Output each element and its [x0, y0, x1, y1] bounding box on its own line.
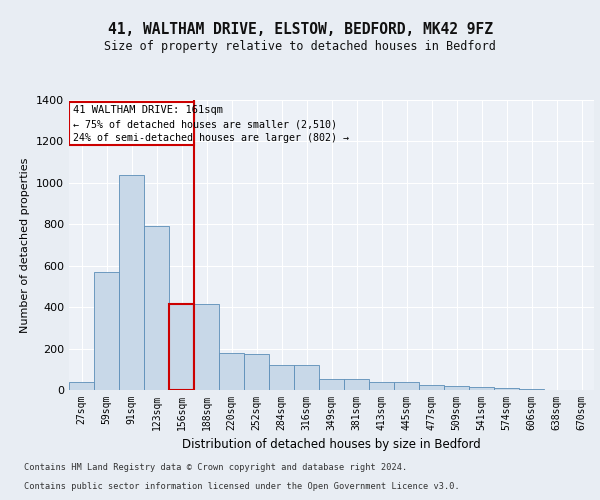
Bar: [444, 386, 469, 390]
Text: 41 WALTHAM DRIVE: 161sqm: 41 WALTHAM DRIVE: 161sqm: [73, 105, 223, 115]
X-axis label: Distribution of detached houses by size in Bedford: Distribution of detached houses by size …: [182, 438, 481, 452]
Bar: [69, 102, 194, 144]
Bar: [244, 354, 269, 390]
Bar: [419, 385, 444, 390]
Bar: [119, 174, 144, 390]
Bar: [144, 226, 169, 390]
Bar: [369, 382, 394, 390]
Bar: [194, 304, 219, 390]
Y-axis label: Number of detached properties: Number of detached properties: [20, 158, 31, 332]
Text: Size of property relative to detached houses in Bedford: Size of property relative to detached ho…: [104, 40, 496, 53]
Bar: [94, 272, 119, 390]
Bar: [169, 304, 194, 390]
Text: 41, WALTHAM DRIVE, ELSTOW, BEDFORD, MK42 9FZ: 41, WALTHAM DRIVE, ELSTOW, BEDFORD, MK42…: [107, 22, 493, 38]
Bar: [394, 382, 419, 390]
Bar: [294, 365, 319, 390]
Bar: [269, 365, 294, 390]
Text: Contains HM Land Registry data © Crown copyright and database right 2024.: Contains HM Land Registry data © Crown c…: [24, 464, 407, 472]
Text: 24% of semi-detached houses are larger (802) →: 24% of semi-detached houses are larger (…: [73, 134, 349, 143]
Bar: [494, 388, 519, 390]
Bar: [469, 387, 494, 390]
Text: ← 75% of detached houses are smaller (2,510): ← 75% of detached houses are smaller (2,…: [73, 120, 337, 130]
Bar: [69, 382, 94, 390]
Text: Contains public sector information licensed under the Open Government Licence v3: Contains public sector information licen…: [24, 482, 460, 491]
Bar: [344, 378, 369, 390]
Bar: [219, 352, 244, 390]
Bar: [319, 378, 344, 390]
Bar: [519, 389, 544, 390]
